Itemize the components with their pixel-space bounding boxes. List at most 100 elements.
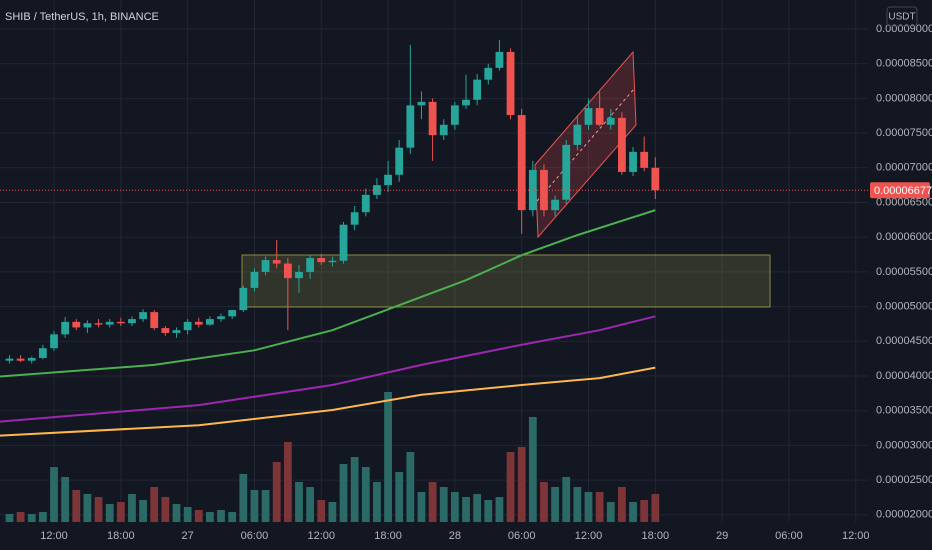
y-tick-label: 0.00002500 <box>876 474 932 486</box>
x-tick-label: 12:00 <box>40 530 68 542</box>
volume-bar <box>261 490 270 522</box>
candle-body <box>562 144 571 200</box>
currency-label: USDT <box>888 12 915 23</box>
candle-body <box>384 174 392 186</box>
volume-bar <box>150 487 159 522</box>
candle-body <box>484 67 493 80</box>
candle-body <box>94 323 103 325</box>
volume-bar <box>139 500 147 522</box>
candle-body <box>105 321 114 325</box>
volume-bar <box>61 477 70 522</box>
volume-bar <box>506 452 515 522</box>
x-tick-label: 12:00 <box>307 530 335 542</box>
candle-body <box>395 147 404 175</box>
volume-bar <box>50 467 58 522</box>
last-price-box <box>870 182 930 199</box>
grid <box>0 0 868 522</box>
candle-body <box>361 194 370 213</box>
candle-body <box>640 151 649 168</box>
volume-bar <box>172 504 181 522</box>
volume-bar <box>72 490 81 522</box>
candle-body <box>83 323 92 328</box>
candle-body <box>283 263 292 279</box>
candle-body <box>651 167 660 191</box>
volume-bar <box>94 497 103 522</box>
axes: 0.00002000 0.00002500 0.00003000 0.00003500… <box>0 23 932 542</box>
volume-bar <box>551 487 559 522</box>
volume-bar <box>194 510 203 522</box>
x-tick-label: 18:00 <box>374 530 402 542</box>
y-tick-label: 0.00007000 <box>876 162 932 174</box>
x-tick-label: 27 <box>182 530 194 542</box>
volume-bar <box>27 514 36 522</box>
candle-body <box>194 321 203 325</box>
y-tick-label: 0.00004500 <box>876 335 932 347</box>
volume-bar <box>450 492 459 522</box>
volume-bar <box>295 482 303 522</box>
volume-bar <box>105 504 114 522</box>
candle-body <box>473 79 482 100</box>
volume-bar <box>183 507 192 522</box>
last-price-label: 0.00006677 <box>874 185 932 197</box>
y-tick-label: 0.00005500 <box>876 266 932 278</box>
volume-bar <box>428 482 437 522</box>
candle-body <box>618 117 626 172</box>
y-tick-label: 0.00003500 <box>876 405 932 417</box>
volume-bar <box>629 502 637 522</box>
candle-body <box>116 321 125 324</box>
candle-body <box>61 321 70 335</box>
candle-body <box>629 151 637 172</box>
moving-average-line <box>0 209 656 378</box>
candle-body <box>584 108 593 125</box>
candle-body <box>250 271 259 288</box>
volume-bar <box>361 467 370 522</box>
volume-bar <box>606 502 615 522</box>
candle-body <box>462 99 470 106</box>
volume-bar <box>484 500 493 522</box>
candle-body <box>206 319 214 325</box>
candle-body <box>172 330 181 333</box>
channel-midline <box>536 88 635 202</box>
x-tick-label: 06:00 <box>508 530 536 542</box>
x-tick-label: 12:00 <box>842 530 870 542</box>
candle-body <box>228 310 237 317</box>
volume-bar <box>618 487 626 522</box>
candle-body <box>38 348 47 358</box>
y-tick-label: 0.00004000 <box>876 370 932 382</box>
y-tick-label: 0.00008500 <box>876 58 932 70</box>
volume-bar <box>228 512 237 522</box>
moving-average-line <box>0 366 656 437</box>
candle-body <box>428 101 437 136</box>
volume-bar <box>517 447 526 522</box>
volume-bar <box>562 477 571 522</box>
volume-bar <box>306 487 315 522</box>
volume-bar <box>128 494 136 522</box>
volume-bar <box>640 500 649 522</box>
candle-body <box>506 51 515 116</box>
candle-body <box>295 271 303 279</box>
candle-body <box>16 358 25 361</box>
y-tick-label: 0.00006500 <box>876 196 932 208</box>
currency-box[interactable] <box>886 6 918 27</box>
y-tick-label: 0.00005000 <box>876 300 932 312</box>
volume-bar <box>495 497 504 522</box>
candle-body <box>150 312 159 329</box>
candle-body <box>128 319 136 324</box>
volume-bar <box>272 462 281 522</box>
support-zone[interactable] <box>241 254 771 308</box>
candle-body <box>161 328 170 333</box>
x-tick-label: 18:00 <box>642 530 670 542</box>
volume-bar <box>328 502 337 522</box>
candle-body <box>261 260 270 272</box>
y-tick-label: 0.00006000 <box>876 231 932 243</box>
volume-bar <box>38 512 47 522</box>
volume-bar <box>239 474 248 522</box>
y-tick-label: 0.00003000 <box>876 439 932 451</box>
volume-bar <box>584 492 593 522</box>
candle-body <box>417 101 426 106</box>
candle-body <box>239 287 248 311</box>
volume-bar <box>395 472 404 522</box>
volume-bar <box>573 487 582 522</box>
y-tick-label: 0.00007500 <box>876 127 932 139</box>
candle-body <box>139 312 147 320</box>
